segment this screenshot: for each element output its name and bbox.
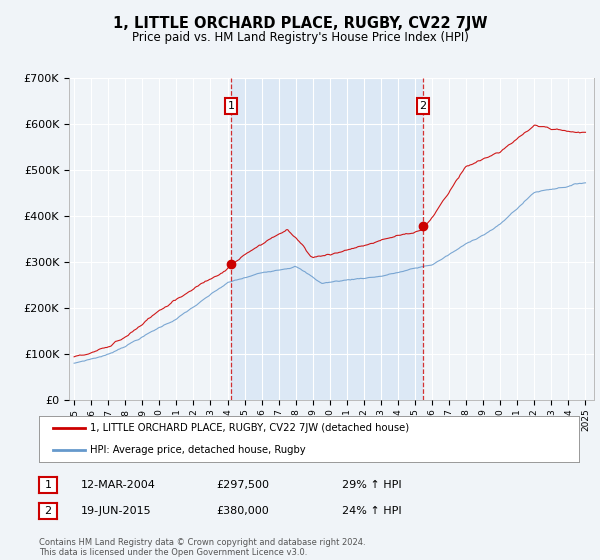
Text: 2: 2: [419, 101, 427, 111]
Text: 19-JUN-2015: 19-JUN-2015: [81, 506, 152, 516]
Text: 2: 2: [44, 506, 52, 516]
Text: 1: 1: [44, 480, 52, 490]
Text: 24% ↑ HPI: 24% ↑ HPI: [342, 506, 401, 516]
Text: 1: 1: [227, 101, 235, 111]
Bar: [231, 78, 423, 400]
Text: £380,000: £380,000: [216, 506, 269, 516]
Text: 1, LITTLE ORCHARD PLACE, RUGBY, CV22 7JW (detached house): 1, LITTLE ORCHARD PLACE, RUGBY, CV22 7JW…: [90, 423, 409, 433]
Text: HPI: Average price, detached house, Rugby: HPI: Average price, detached house, Rugb…: [90, 445, 306, 455]
Text: 29% ↑ HPI: 29% ↑ HPI: [342, 480, 401, 490]
Text: 12-MAR-2004: 12-MAR-2004: [81, 480, 156, 490]
Text: Price paid vs. HM Land Registry's House Price Index (HPI): Price paid vs. HM Land Registry's House …: [131, 31, 469, 44]
Text: 1, LITTLE ORCHARD PLACE, RUGBY, CV22 7JW: 1, LITTLE ORCHARD PLACE, RUGBY, CV22 7JW: [113, 16, 487, 31]
Text: £297,500: £297,500: [216, 480, 269, 490]
Text: Contains HM Land Registry data © Crown copyright and database right 2024.
This d: Contains HM Land Registry data © Crown c…: [39, 538, 365, 557]
